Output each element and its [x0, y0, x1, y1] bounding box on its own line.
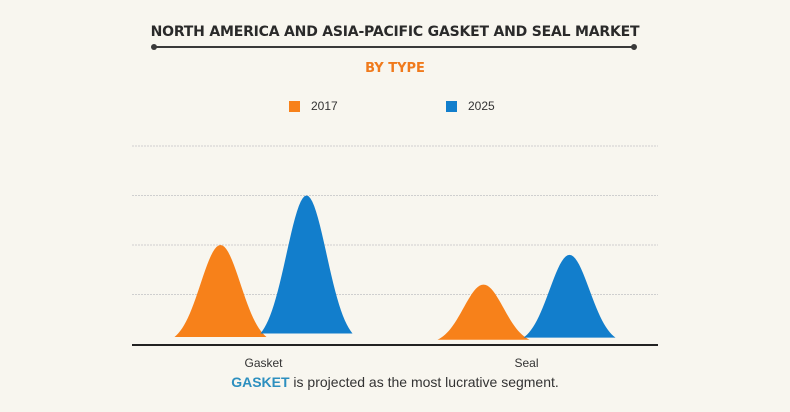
caption-text: is projected as the most lucrative segme…: [289, 374, 559, 390]
legend-label-2025: 2025: [468, 99, 495, 113]
chart-title: NORTH AMERICA AND ASIA-PACIFIC GASKET AN…: [150, 24, 640, 40]
peak-seal-2025: [523, 254, 616, 338]
chart-caption: GASKET is projected as the most lucrativ…: [0, 374, 790, 390]
legend-swatch-2017: [289, 100, 300, 112]
title-underline-left-dot: [151, 44, 157, 50]
title-underline: [154, 46, 634, 48]
legend-swatch-2025: [446, 100, 457, 112]
chart-subtitle: BY TYPE: [365, 61, 425, 76]
peak-gasket-2017: [174, 245, 267, 337]
caption-highlight: GASKET: [231, 374, 290, 390]
x-tick-label: Gasket: [244, 356, 283, 370]
legend-item-2025: 2025: [446, 99, 495, 113]
peak-gasket-2025: [260, 195, 353, 334]
peak-seal-2017: [437, 284, 530, 340]
x-tick-label: Seal: [514, 356, 538, 370]
legend-item-2017: 2017: [289, 99, 338, 113]
title-underline-right-dot: [631, 44, 637, 50]
legend-label-2017: 2017: [311, 99, 338, 113]
